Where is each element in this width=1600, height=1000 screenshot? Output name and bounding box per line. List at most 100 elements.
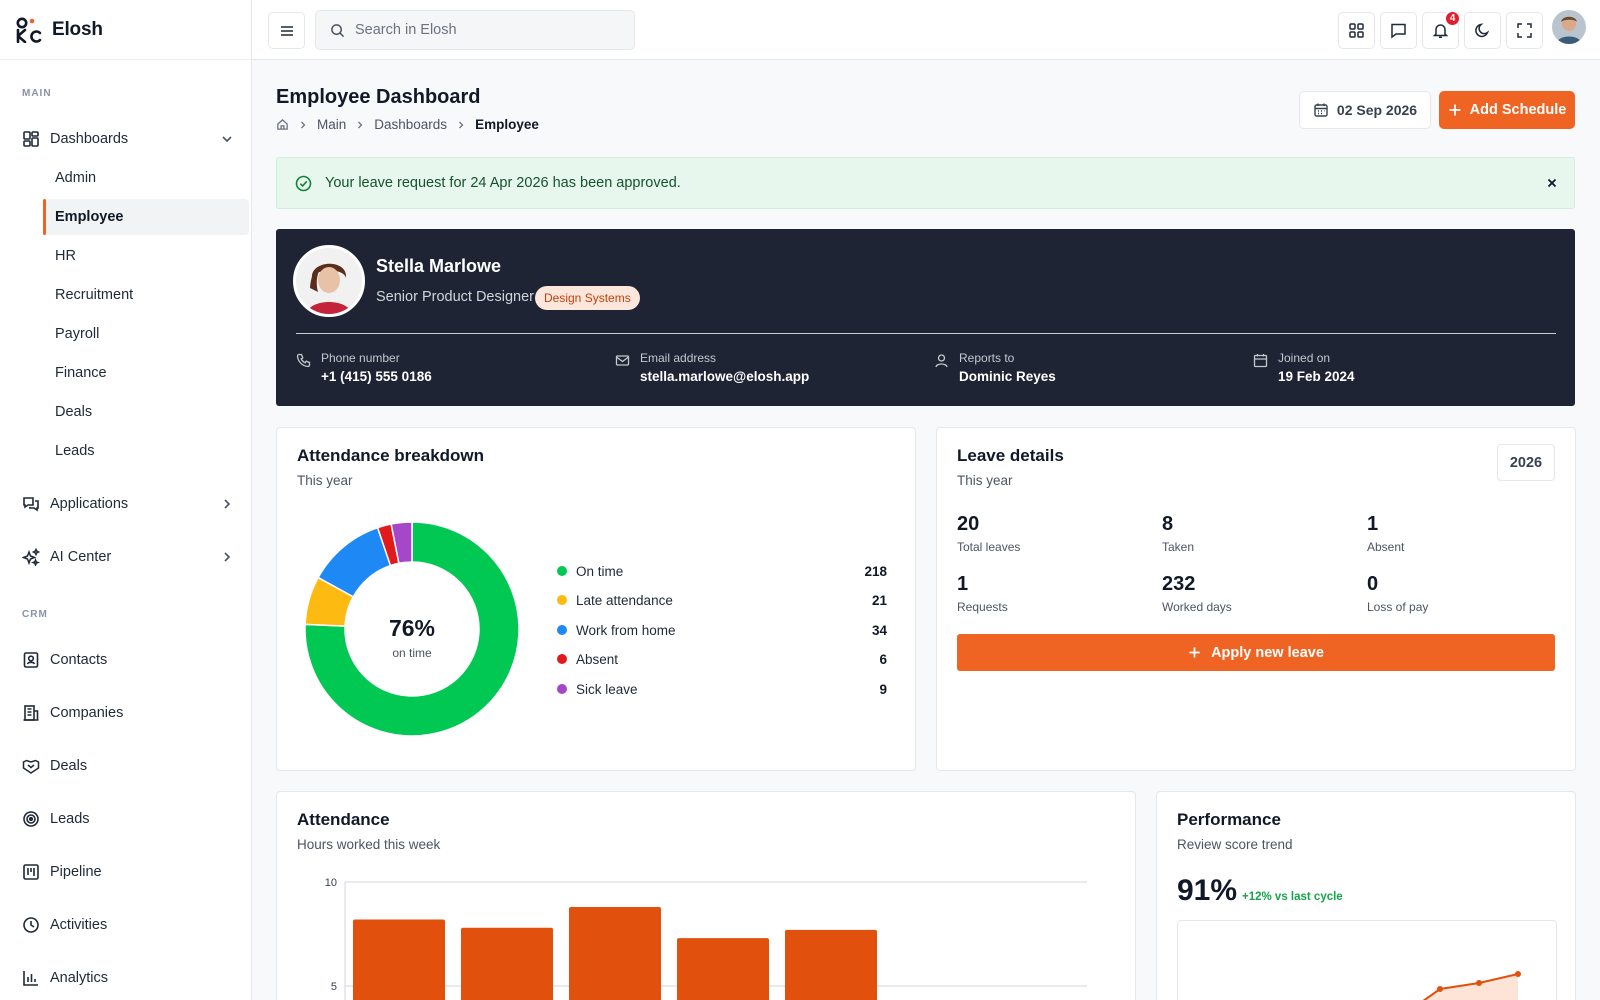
chevron-right-icon xyxy=(224,499,231,509)
bar-chart-icon xyxy=(22,969,40,987)
sidebar-item-label: Deals xyxy=(50,758,88,774)
sidebar-item-contacts[interactable]: Contacts xyxy=(0,640,252,680)
close-icon xyxy=(1547,178,1557,188)
sidebar-item-pipeline[interactable]: Pipeline xyxy=(0,852,252,892)
alert-close-button[interactable] xyxy=(1544,175,1560,191)
sidebar-subitem-deals[interactable]: Deals xyxy=(55,404,93,420)
date-picker-button[interactable]: 02 Sep 2026 xyxy=(1299,91,1431,129)
check-circle-icon xyxy=(295,175,312,191)
leave-details-card: Leave details This year 2026 20 Total le… xyxy=(936,427,1576,771)
stat-taken: 8 Taken xyxy=(1162,513,1194,554)
email-label: Email address xyxy=(640,351,717,365)
search-icon xyxy=(331,23,345,37)
profile-joined: Joined on 19 Feb 2024 xyxy=(1253,351,1355,384)
plus-icon xyxy=(1449,104,1461,116)
home-icon[interactable] xyxy=(276,118,289,131)
attendance-bar-5[interactable] xyxy=(785,929,877,1000)
sidebar-subitem-finance[interactable]: Finance xyxy=(55,365,107,381)
sparkles-icon xyxy=(22,548,40,566)
stat-value: 20 xyxy=(957,513,980,535)
sidebar-item-applications[interactable]: Applications xyxy=(0,484,252,524)
breadcrumb-dashboards[interactable]: Dashboards xyxy=(374,117,448,132)
clock-icon xyxy=(22,916,40,934)
apps-grid-icon xyxy=(1349,23,1364,38)
attendance-bar-1[interactable] xyxy=(353,919,445,1000)
legend-item-wfh[interactable]: Work from home 34 xyxy=(557,620,887,640)
stat-label: Requests xyxy=(957,600,1008,614)
legend-label: Absent xyxy=(576,651,619,667)
sidebar-item-deals[interactable]: Deals xyxy=(0,746,252,786)
theme-toggle-button[interactable] xyxy=(1464,12,1501,49)
legend-item-late[interactable]: Late attendance 21 xyxy=(557,590,887,610)
attendance-bar-4[interactable] xyxy=(677,938,769,1000)
performance-point-3[interactable] xyxy=(1515,971,1521,977)
stat-label: Absent xyxy=(1367,540,1405,554)
profile-avatar[interactable] xyxy=(293,245,365,317)
chevron-right-icon xyxy=(301,121,306,128)
search-box[interactable] xyxy=(315,10,635,50)
sidebar-item-label: Applications xyxy=(50,496,129,512)
profile-team-badge: Design Systems xyxy=(535,286,640,310)
attendance-donut-chart: 76% on time xyxy=(304,521,520,737)
performance-point-2[interactable] xyxy=(1476,980,1482,986)
breadcrumb-main[interactable]: Main xyxy=(317,117,347,132)
notifications-button[interactable]: 4 xyxy=(1422,10,1461,49)
sidebar-subitem-payroll[interactable]: Payroll xyxy=(55,326,100,342)
kanban-icon xyxy=(22,863,40,881)
sidebar-item-activities[interactable]: Activities xyxy=(0,905,252,945)
phone-label: Phone number xyxy=(321,351,400,365)
donut-slice-sick-leave[interactable] xyxy=(390,521,413,565)
menu-toggle-button[interactable] xyxy=(268,12,305,49)
performance-point-1[interactable] xyxy=(1437,986,1443,992)
user-icon xyxy=(935,354,948,368)
logo[interactable]: Elosh xyxy=(0,0,251,60)
sidebar-item-leads[interactable]: Leads xyxy=(0,799,252,839)
handshake-icon xyxy=(22,757,40,775)
reports-to-label: Reports to xyxy=(959,351,1015,365)
chevron-right-icon xyxy=(459,121,464,128)
stat-requests: 1 Requests xyxy=(957,573,1008,614)
joined-label: Joined on xyxy=(1278,351,1331,365)
chevron-down-icon xyxy=(222,136,232,143)
legend-dot xyxy=(557,654,567,664)
legend-item-on-time[interactable]: On time 218 xyxy=(557,561,887,581)
year-select[interactable]: 2026 xyxy=(1497,444,1555,481)
chevron-right-icon xyxy=(224,552,231,562)
sidebar-item-analytics[interactable]: Analytics xyxy=(0,958,252,998)
mail-icon xyxy=(615,355,630,366)
stat-value: 1 xyxy=(957,573,969,595)
fullscreen-button[interactable] xyxy=(1506,12,1543,49)
donut-slice-on-time[interactable] xyxy=(304,521,520,737)
attendance-bar-3[interactable] xyxy=(569,906,661,1000)
user-photo-icon xyxy=(1552,10,1586,44)
legend-item-absent[interactable]: Absent 6 xyxy=(557,649,887,669)
sidebar-item-ai-center[interactable]: AI Center xyxy=(0,537,252,577)
apps-button[interactable] xyxy=(1338,12,1375,49)
search-input[interactable] xyxy=(355,22,615,38)
legend-value: 6 xyxy=(879,651,887,667)
stat-value: 8 xyxy=(1162,513,1174,535)
sidebar-subitem-leads[interactable]: Leads xyxy=(55,443,95,459)
sidebar-subitem-employee[interactable]: Employee xyxy=(43,199,249,235)
topbar: 4 xyxy=(252,0,1600,60)
plus-icon xyxy=(1189,647,1200,658)
hamburger-icon xyxy=(280,25,293,36)
legend-value: 34 xyxy=(871,622,887,638)
sidebar-item-companies[interactable]: Companies xyxy=(0,693,252,733)
app-name: Elosh xyxy=(52,18,103,40)
sidebar-subitem-recruitment[interactable]: Recruitment xyxy=(55,287,134,303)
sidebar-subitem-admin[interactable]: Admin xyxy=(55,170,97,186)
apply-leave-button[interactable]: Apply new leave xyxy=(957,634,1555,671)
add-schedule-button[interactable]: Add Schedule xyxy=(1439,91,1575,129)
legend-item-sick[interactable]: Sick leave 9 xyxy=(557,679,887,699)
user-avatar[interactable] xyxy=(1552,10,1586,44)
performance-subtitle: Review score trend xyxy=(1177,837,1293,852)
calendar-icon xyxy=(1314,103,1328,117)
email-value[interactable]: stella.marlowe@elosh.app xyxy=(640,369,810,384)
sidebar-item-label: Dashboards xyxy=(50,131,129,147)
attendance-bar-2[interactable] xyxy=(461,927,553,1000)
sidebar-item-dashboards[interactable]: Dashboards xyxy=(0,119,252,159)
attendance-title: Attendance xyxy=(297,810,390,829)
sidebar-subitem-hr[interactable]: HR xyxy=(55,248,76,264)
messages-button[interactable] xyxy=(1380,12,1417,49)
